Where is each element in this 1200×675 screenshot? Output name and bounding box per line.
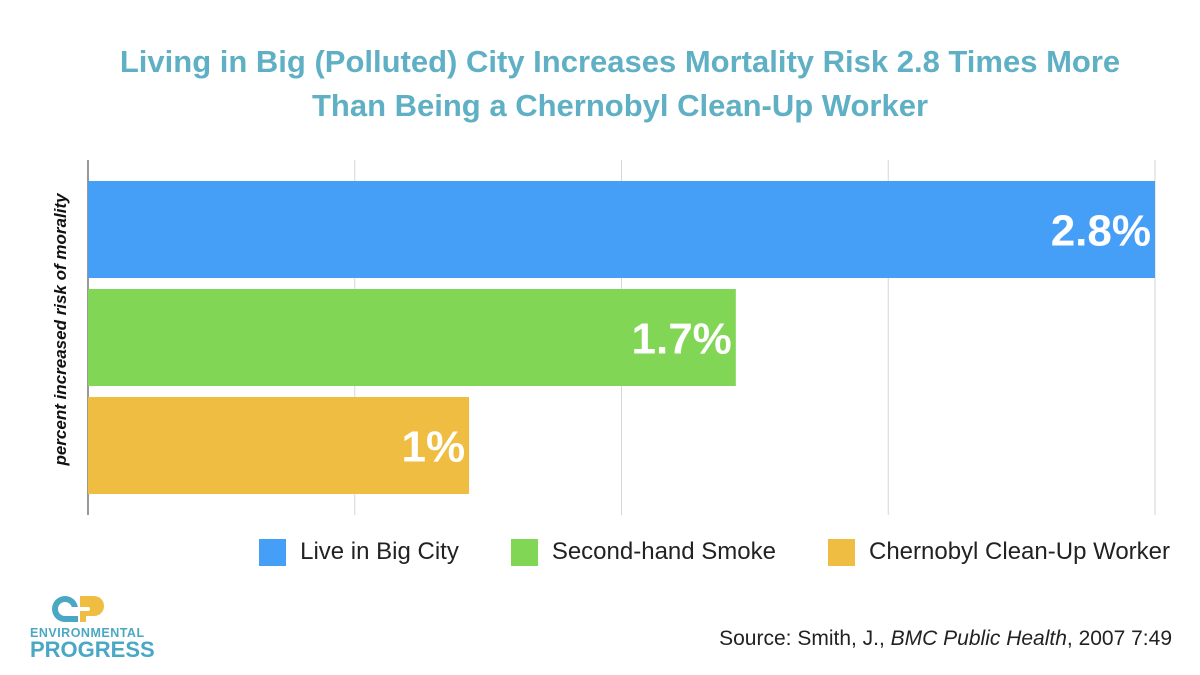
legend-item: Live in Big City: [259, 538, 459, 566]
logo-text-1: ENVIRONMENTAL: [30, 626, 145, 640]
legend-swatch: [259, 538, 287, 566]
source-journal: BMC Public Health: [890, 627, 1067, 650]
legend-label: Second-hand Smoke: [551, 538, 776, 565]
legend-label: Live in Big City: [300, 538, 459, 565]
title-line-1: Living in Big (Polluted) City Increases …: [119, 44, 1121, 79]
ep-logo-icon: [52, 596, 104, 622]
data-label: 1%: [401, 423, 465, 472]
legend: Live in Big City Second-hand Smoke Chern…: [259, 538, 1170, 566]
legend-item: Second-hand Smoke: [510, 538, 776, 566]
title-line-2: Than Being a Chernobyl Clean-Up Worker: [311, 88, 929, 123]
legend-swatch: [510, 538, 538, 566]
chart-title: Living in Big (Polluted) City Increases …: [0, 40, 1200, 128]
data-label: 2.8%: [1051, 207, 1151, 256]
source-suffix: , 2007 7:49: [1066, 627, 1172, 650]
y-axis-label: percent increased risk of morality: [51, 192, 70, 467]
bar: [88, 397, 470, 494]
legend-swatch: [827, 538, 855, 566]
source-note: Source: Smith, J., BMC Public Health, 20…: [719, 627, 1172, 651]
legend-label: Chernobyl Clean-Up Worker: [868, 538, 1170, 565]
source-prefix: Source: Smith, J.,: [719, 627, 891, 650]
bar: [88, 289, 736, 386]
data-label: 1.7%: [632, 315, 732, 364]
logo-text-2: PROGRESS: [30, 637, 155, 662]
environmental-progress-logo: ENVIRONMENTAL PROGRESS: [30, 594, 155, 662]
legend-item: Chernobyl Clean-Up Worker: [827, 538, 1170, 566]
bar: [88, 181, 1155, 278]
